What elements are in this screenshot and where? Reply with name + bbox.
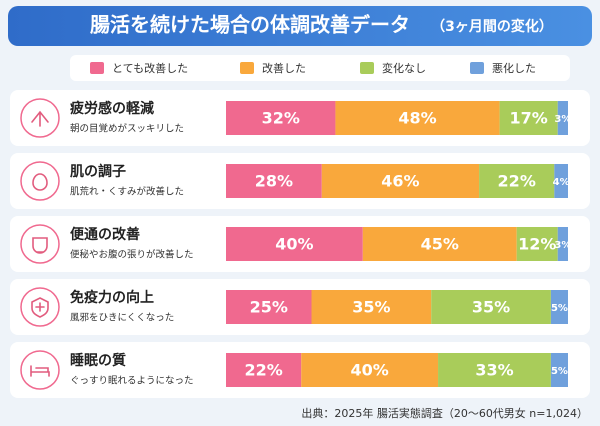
bar-value-label: 33%: [475, 361, 513, 380]
row-icon: [31, 110, 49, 127]
bar-value-label: 35%: [352, 298, 390, 317]
bar-value-label: 25%: [250, 298, 288, 317]
category-label: 肌の調子: [70, 163, 126, 180]
bar-segment: [557, 227, 568, 261]
bar-segment: [321, 164, 480, 198]
bar-value-label: 35%: [472, 298, 510, 317]
bar-segment: [516, 227, 558, 261]
legend-swatch: [240, 62, 254, 74]
row-icon: [32, 237, 48, 254]
category-label: 疲労感の軽減: [70, 100, 154, 117]
bar-value-label: 4%: [553, 177, 570, 188]
category-note: 肌荒れ・くすみが改善した: [70, 186, 184, 198]
legend-label: 悪化した: [492, 61, 536, 75]
bar-value-label: 17%: [510, 109, 548, 128]
chart-title: 腸活を続けた場合の体調改善データ: [90, 13, 410, 37]
bar-value-label: 22%: [244, 361, 282, 380]
legend-box: [70, 55, 570, 81]
bar-segment: [226, 101, 336, 135]
bar-value-label: 40%: [275, 235, 313, 254]
category-label: 便通の改善: [70, 226, 140, 243]
bar-segment: [226, 290, 312, 324]
bar-value-label: 5%: [551, 366, 568, 377]
row-icon: [32, 173, 48, 191]
bar-value-label: 48%: [398, 109, 436, 128]
title-bar: [8, 6, 592, 46]
bar-value-label: 46%: [381, 172, 419, 191]
bar-value-label: 22%: [498, 172, 536, 191]
bar-value-label: 45%: [421, 235, 459, 254]
bar-segment: [557, 101, 568, 135]
category-note: 朝の目覚めがスッキリした: [70, 123, 184, 135]
bar-segment: [226, 164, 322, 198]
row-icon: [31, 297, 49, 318]
bar-value-label: 32%: [262, 109, 300, 128]
bar-value-label: 40%: [350, 361, 388, 380]
bar-segment: [431, 290, 551, 324]
bar-segment: [499, 101, 558, 135]
bar-segment: [226, 227, 363, 261]
bar-segment: [479, 164, 555, 198]
legend-label: とても改善した: [112, 61, 188, 75]
bar-segment: [554, 164, 568, 198]
row-icon-circle: [20, 350, 60, 390]
row-icon-circle: [20, 161, 60, 201]
bar-segment: [311, 290, 432, 324]
bar-value-label: 28%: [255, 172, 293, 191]
category-label: 睡眠の質: [70, 352, 126, 369]
bar-segment: [362, 227, 517, 261]
row-icon: [30, 365, 50, 377]
bar-segment: [550, 290, 568, 324]
bar-value-label: 12%: [518, 235, 556, 254]
bar-segment: [226, 353, 302, 387]
legend-swatch: [90, 62, 104, 74]
bar-value-label: 3%: [554, 114, 571, 125]
bar-segment: [301, 353, 439, 387]
category-note: ぐっすり眠れるようになった: [70, 376, 194, 387]
legend-swatch: [470, 62, 484, 74]
legend-swatch: [360, 62, 374, 74]
legend-label: 改善した: [262, 61, 306, 75]
legend-label: 変化なし: [382, 61, 426, 75]
bar-segment: [438, 353, 551, 387]
category-note: 便秘やお腹の張りが改善した: [70, 249, 194, 261]
bar-segment: [550, 353, 568, 387]
bar-value-label: 3%: [554, 240, 571, 251]
bar-segment: [335, 101, 500, 135]
category-note: 風邪をひきにくくなった: [70, 313, 174, 324]
row-icon-circle: [20, 224, 60, 264]
category-label: 免疫力の向上: [70, 289, 154, 306]
source-note: 出典：2025年 腸活実態調査（20〜60代男女 n=1,024）: [301, 406, 588, 420]
bar-value-label: 5%: [551, 303, 568, 314]
chart-subtitle: （3ヶ月間の変化）: [431, 18, 553, 35]
